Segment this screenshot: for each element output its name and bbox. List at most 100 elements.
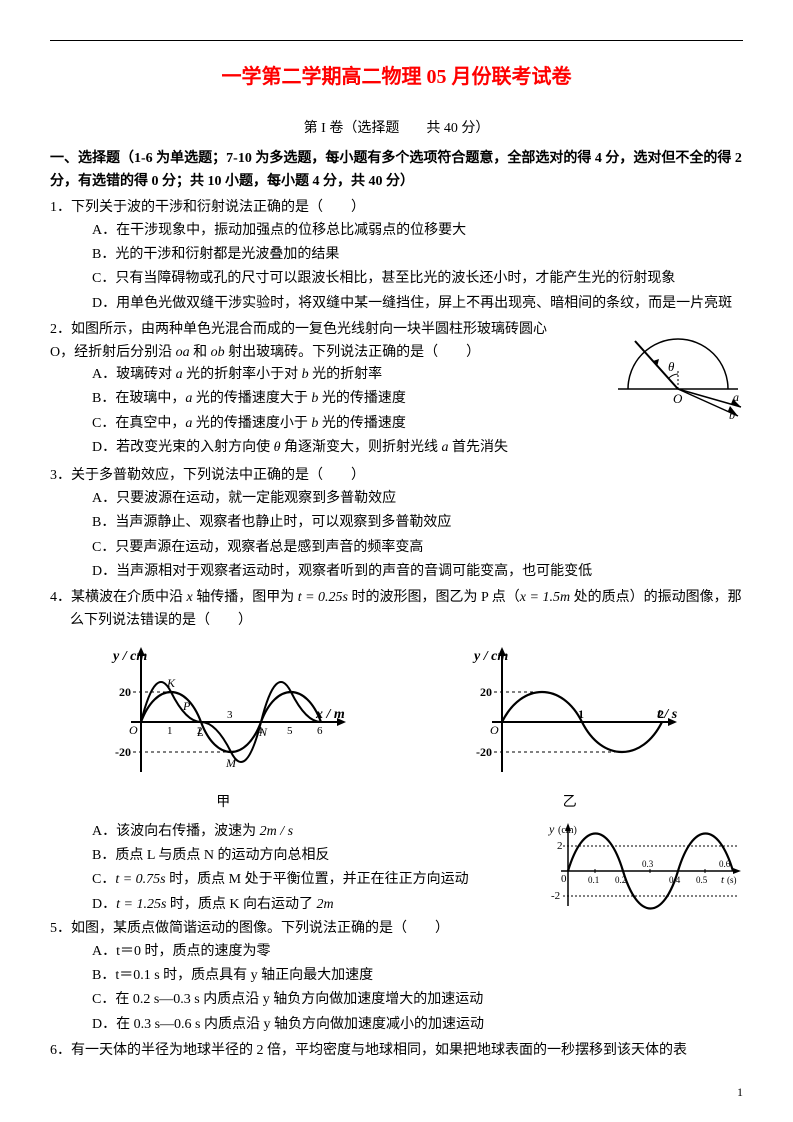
svg-text:0: 0 — [561, 873, 567, 885]
q2a-post: 光的折射率 — [309, 367, 383, 382]
svg-text:(cm): (cm) — [558, 825, 577, 836]
q2-diagram: θ O a b — [613, 319, 743, 419]
svg-text:y: y — [548, 822, 555, 836]
q1-opt-d: D．用单色光做双缝干涉实验时，将双缝中某一缝挡住，屏上不再出现亮、暗相间的条纹，… — [50, 293, 743, 315]
svg-text:0.2: 0.2 — [615, 875, 626, 885]
svg-text:4: 4 — [257, 725, 263, 737]
svg-text:a: a — [733, 390, 739, 404]
q4c-pre: C． — [92, 872, 115, 887]
q4d-val: 2m — [317, 897, 334, 912]
svg-text:6: 6 — [317, 725, 323, 737]
svg-text:1: 1 — [578, 707, 584, 721]
q4a-pre: A．该波向右传播，波速为 — [92, 824, 260, 839]
q2-opt-d: D．若改变光束的入射方向使 θ 角逐渐变大，则折射光线 a 首先消失 — [50, 437, 743, 459]
question-1: 1．下列关于波的干涉和衍射说法正确的是（ ） A．在干涉现象中，振动加强点的位移… — [50, 197, 743, 315]
q1-opt-b: B．光的干涉和衍射都是光波叠加的结果 — [50, 244, 743, 266]
top-divider — [50, 40, 743, 41]
q2b-pre: B．在玻璃中， — [92, 391, 185, 406]
q4c-t: t = 0.75s — [115, 872, 165, 887]
q4-xp: x = 1.5m — [520, 590, 570, 605]
q2a-pre: A．玻璃砖对 — [92, 367, 176, 382]
q4-caption-jia: 甲 — [216, 792, 230, 814]
q4-t: t = 0.25s — [298, 590, 348, 605]
svg-text:O: O — [490, 723, 499, 737]
q2a-mid: 光的折射率小于对 — [183, 367, 302, 382]
svg-text:b: b — [729, 408, 735, 419]
svg-text:3: 3 — [227, 709, 233, 721]
subtitle: 第 I 卷（选择题 共 40 分） — [50, 118, 743, 140]
svg-text:0.5: 0.5 — [696, 875, 708, 885]
subtitle-left: 第 I 卷（选择题 — [304, 121, 400, 136]
svg-text:2: 2 — [658, 707, 664, 721]
svg-text:O: O — [129, 723, 138, 737]
q3-stem: 3．关于多普勒效应，下列说法中正确的是（ ） — [50, 465, 743, 487]
q5-stem: 5．如图，某质点做简谐运动的图像。下列说法正确的是（ ） — [50, 918, 743, 940]
q2d-theta: θ — [274, 440, 281, 455]
q3-opt-b: B．当声源静止、观察者也静止时，可以观察到多普勒效应 — [50, 512, 743, 534]
q2-stem2-prefix: O，经折射后分别沿 — [50, 345, 176, 360]
svg-text:0.3: 0.3 — [642, 859, 654, 869]
q4-stem-pre: 4．某横波在介质中沿 — [50, 590, 187, 605]
q2b-mid: 光的传播速度大于 — [192, 391, 311, 406]
section-head: 一、选择题（1-6 为单选题；7-10 为多选题，每小题有多个选项符合题意，全部… — [50, 148, 743, 193]
q2-stem2-mid: 和 — [190, 345, 211, 360]
q4-mid1: 轴传播，图甲为 — [193, 590, 298, 605]
svg-text:1: 1 — [167, 725, 173, 737]
q2d-a: a — [442, 440, 449, 455]
q1-opt-a: A．在干涉现象中，振动加强点的位移总比减弱点的位移要大 — [50, 220, 743, 242]
q4-graph-jia: y / cm x / m O 20 -20 K P L M N 123456 — [111, 642, 351, 782]
question-3: 3．关于多普勒效应，下列说法中正确的是（ ） A．只要波源在运动，就一定能观察到… — [50, 465, 743, 583]
svg-text:5: 5 — [287, 725, 293, 737]
svg-text:-20: -20 — [115, 745, 131, 759]
q5-diagram: y (cm) t (s) 2 -2 0 0.10.20.30.40.50.6 — [543, 821, 743, 916]
q4-stem: 4．某横波在介质中沿 x 轴传播，图甲为 t = 0.25s 时的波形图，图乙为… — [50, 587, 743, 632]
q5-opt-a: A．t＝0 时，质点的速度为零 — [50, 941, 743, 963]
svg-text:20: 20 — [119, 685, 131, 699]
q4d-pre: D． — [92, 897, 116, 912]
q1-stem: 1．下列关于波的干涉和衍射说法正确的是（ ） — [50, 197, 743, 219]
svg-text:0.6: 0.6 — [719, 859, 731, 869]
q2b-post: 光的传播速度 — [318, 391, 406, 406]
svg-text:-20: -20 — [476, 745, 492, 759]
q2c-pre: C．在真空中， — [92, 416, 185, 431]
question-2: θ O a b 2．如图所示，由两种单色光混合而成的一复色光线射向一块半圆柱形玻… — [50, 319, 743, 461]
q4c-post: 时，质点 M 处于平衡位置，并正在往正方向运动 — [166, 872, 469, 887]
svg-text:2: 2 — [557, 840, 563, 852]
q2d-mid: 角逐渐变大，则折射光线 — [281, 440, 442, 455]
svg-text:t: t — [721, 874, 725, 886]
question-4: 4．某横波在介质中沿 x 轴传播，图甲为 t = 0.25s 时的波形图，图乙为… — [50, 587, 743, 1036]
q2-ob: ob — [211, 345, 225, 360]
q5-opt-c: C．在 0.2 s—0.3 s 内质点沿 y 轴负方向做加速度增大的加速运动 — [50, 989, 743, 1011]
subtitle-right: 共 40 分） — [426, 121, 489, 136]
q2-oa: oa — [176, 345, 190, 360]
q5-opt-d: D．在 0.3 s—0.6 s 内质点沿 y 轴负方向做加速度减小的加速运动 — [50, 1014, 743, 1036]
q3-opt-c: C．只要声源在运动，观察者总是感到声音的频率变高 — [50, 537, 743, 559]
q3-opt-d: D．当声源相对于观察者运动时，观察者听到的声音的音调可能变高，也可能变低 — [50, 561, 743, 583]
svg-text:20: 20 — [480, 685, 492, 699]
svg-text:O: O — [673, 391, 683, 406]
svg-text:-2: -2 — [551, 890, 560, 902]
q6-stem: 6．有一天体的半径为地球半径的 2 倍，平均密度与地球相同，如果把地球表面的一秒… — [50, 1040, 743, 1062]
svg-text:M: M — [225, 756, 237, 770]
svg-text:0.4: 0.4 — [669, 875, 681, 885]
svg-text:K: K — [166, 676, 176, 690]
svg-text:y / cm: y / cm — [472, 649, 508, 664]
question-6: 6．有一天体的半径为地球半径的 2 倍，平均密度与地球相同，如果把地球表面的一秒… — [50, 1040, 743, 1062]
q1-opt-c: C．只有当障碍物或孔的尺寸可以跟波长相比，甚至比光的波长还小时，才能产生光的衍射… — [50, 268, 743, 290]
q2c-post: 光的传播速度 — [318, 416, 406, 431]
q2d-post: 首先消失 — [449, 440, 509, 455]
svg-text:2: 2 — [197, 725, 203, 737]
q5-opt-b: B．t＝0.1 s 时，质点具有 y 轴正向最大加速度 — [50, 965, 743, 987]
q2a-a: a — [176, 367, 183, 382]
q2a-b: b — [302, 367, 309, 382]
q2-stem2-suffix: 射出玻璃砖。下列说法正确的是（ ） — [225, 345, 481, 360]
q2d-pre: D．若改变光束的入射方向使 — [92, 440, 274, 455]
q2c-mid: 光的传播速度小于 — [192, 416, 311, 431]
page-title: 一学第二学期高二物理 05 月份联考试卷 — [50, 61, 743, 93]
svg-text:y / cm: y / cm — [111, 649, 147, 664]
q4-caption-yi: 乙 — [563, 792, 577, 814]
q3-opt-a: A．只要波源在运动，就一定能观察到多普勒效应 — [50, 488, 743, 510]
q4d-mid: 时，质点 K 向右运动了 — [166, 897, 316, 912]
q4-graph-yi: y / cm t / s O 20 -20 1 2 — [472, 642, 682, 782]
svg-text:(s): (s) — [727, 875, 737, 885]
